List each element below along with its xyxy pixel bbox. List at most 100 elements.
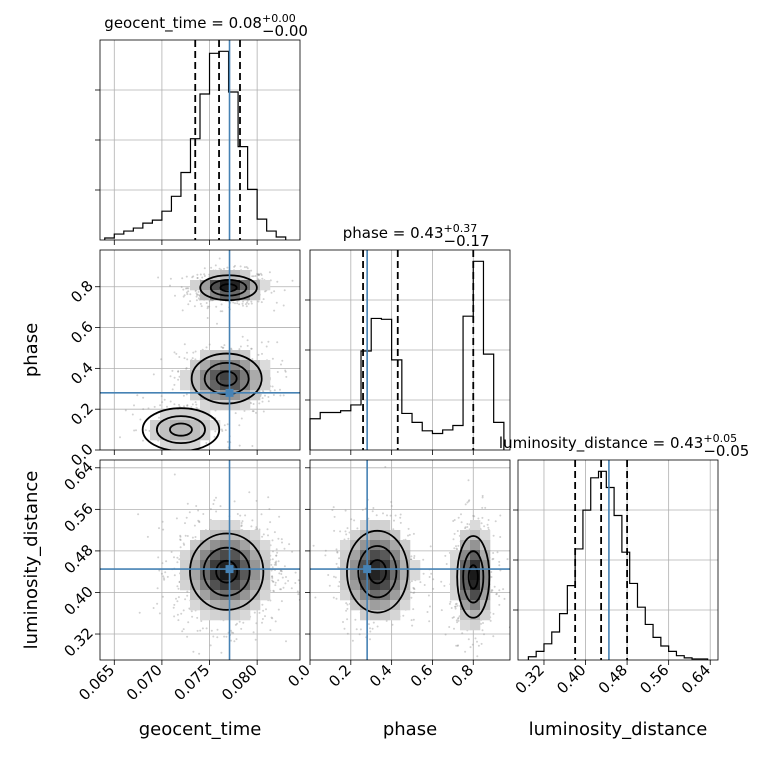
sample-point (331, 509, 334, 511)
sample-point (196, 407, 199, 410)
sample-point (203, 267, 206, 270)
density-cell (390, 530, 401, 541)
density-cell (350, 550, 361, 561)
sample-point (490, 589, 493, 592)
density-cell (400, 580, 411, 591)
title-upper-error: +0.05 (703, 432, 737, 445)
x-tick-label-luminosity_distance: 0.64 (678, 661, 714, 697)
sample-point (205, 346, 208, 349)
sample-point (270, 616, 273, 619)
sample-point (456, 644, 459, 647)
sample-point (201, 276, 204, 279)
sample-point (186, 502, 189, 505)
y-tick-label-luminosity_distance: 0.48 (60, 541, 96, 577)
sample-point (178, 405, 181, 408)
sample-point (419, 581, 422, 584)
sample-point (169, 284, 171, 287)
sample-point (179, 538, 182, 541)
density-cell (250, 600, 261, 611)
sample-point (232, 631, 235, 634)
sample-point (480, 622, 482, 625)
sample-point (251, 519, 254, 522)
sample-point (498, 603, 501, 606)
sample-point (399, 513, 402, 516)
sample-point (275, 548, 278, 551)
sample-point (264, 290, 266, 293)
sample-point (236, 513, 239, 515)
sample-point (271, 575, 274, 578)
sample-point (260, 274, 263, 276)
density-cell (250, 540, 261, 551)
density-cell (220, 610, 231, 621)
x-tick-label-geocent_time: 0.065 (75, 661, 118, 704)
density-cell (240, 590, 251, 601)
sample-point (411, 624, 414, 627)
sample-point (498, 564, 501, 567)
sample-point (158, 612, 161, 615)
density-cell (190, 280, 201, 291)
sample-point (169, 375, 172, 378)
sample-point (272, 550, 274, 553)
sample-point (481, 506, 484, 509)
density-cell (210, 600, 221, 611)
sample-point (271, 539, 274, 542)
density-cell (370, 600, 381, 611)
sample-point (194, 350, 197, 353)
sample-point (191, 276, 194, 279)
sample-point (281, 541, 283, 544)
sample-point (410, 555, 413, 558)
density-cell (210, 420, 221, 431)
sample-point (327, 574, 330, 576)
sample-point (280, 538, 283, 541)
density-cell (230, 580, 241, 591)
density-cell (480, 570, 491, 581)
sample-point (402, 614, 405, 617)
sample-point (461, 632, 464, 635)
sample-point (469, 646, 472, 649)
sample-point (200, 620, 203, 622)
density-cell (180, 440, 191, 450)
sample-point (384, 466, 387, 468)
density-cell (460, 540, 471, 551)
sample-point (499, 514, 502, 517)
sample-point (195, 299, 198, 302)
density-cell (400, 570, 411, 581)
sample-point (394, 514, 397, 517)
sample-point (178, 558, 181, 561)
sample-point (301, 578, 303, 580)
density-cell (190, 420, 201, 431)
density-cell (190, 430, 201, 441)
sample-point (186, 590, 189, 593)
sample-point (161, 562, 164, 565)
sample-point (220, 346, 223, 348)
sample-point (233, 640, 236, 643)
density-cell (180, 570, 191, 581)
sample-point (192, 351, 195, 354)
sample-point (139, 418, 142, 421)
y-tick-label-luminosity_distance: 0.56 (60, 499, 96, 535)
sample-point (410, 558, 413, 561)
sample-point (476, 640, 478, 643)
density-cell (190, 560, 201, 571)
sample-point (252, 403, 255, 405)
sample-point (215, 510, 218, 513)
sample-point (103, 455, 105, 457)
sample-point (185, 393, 188, 396)
density-cell (480, 550, 491, 561)
sample-point (468, 499, 471, 502)
panel-hist-phase: phase = 0.43+0.37−0.17 (305, 222, 511, 455)
sample-point (159, 404, 162, 407)
sample-point (203, 273, 206, 276)
density-cell (360, 530, 371, 541)
density-cell (230, 550, 241, 561)
sample-point (210, 266, 213, 269)
sample-point (274, 561, 277, 564)
sample-point (460, 521, 463, 524)
sample-point (332, 596, 335, 599)
sample-point (457, 619, 460, 622)
y-tick-label-luminosity_distance: 0.32 (60, 624, 96, 660)
density-cell (260, 570, 271, 581)
sample-point (489, 619, 492, 622)
density-cell (210, 290, 221, 301)
sample-point (190, 610, 193, 613)
